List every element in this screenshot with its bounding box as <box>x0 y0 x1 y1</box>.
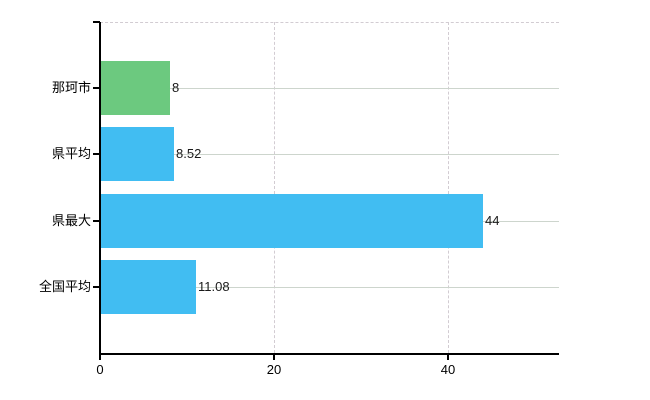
h-gridline <box>100 88 559 89</box>
v-gridline <box>448 22 449 353</box>
x-axis-tick <box>99 355 101 360</box>
category-label: 全国平均 <box>38 279 91 294</box>
bar <box>100 260 196 314</box>
y-axis-tick <box>93 286 100 288</box>
x-axis-tick <box>273 355 275 360</box>
bar <box>100 127 174 181</box>
h-gridline <box>100 287 559 288</box>
category-label: 県最大 <box>51 213 91 228</box>
x-axis-tick <box>447 355 449 360</box>
h-gridline <box>100 154 559 155</box>
plot-top-border <box>100 22 559 23</box>
plot-area: 8 8.52 44 11.08 <box>100 22 559 353</box>
x-tick-label: 0 <box>96 362 104 377</box>
bar <box>100 194 483 248</box>
y-axis-tick <box>93 153 100 155</box>
v-gridline <box>274 22 275 353</box>
y-axis-line <box>99 22 101 355</box>
x-axis-line <box>99 353 559 355</box>
x-tick-label: 20 <box>266 362 282 377</box>
bar-value-label: 8 <box>172 80 180 95</box>
x-tick-label: 40 <box>440 362 456 377</box>
bar-value-label: 8.52 <box>176 146 202 161</box>
y-axis-tick <box>93 21 100 23</box>
category-label: 那珂市 <box>51 80 91 95</box>
y-axis-tick <box>93 87 100 89</box>
bar-value-label: 44 <box>485 213 500 228</box>
bar-value-label: 11.08 <box>198 279 230 294</box>
category-label: 県平均 <box>51 146 91 161</box>
bar <box>100 61 170 115</box>
y-axis-tick <box>93 220 100 222</box>
